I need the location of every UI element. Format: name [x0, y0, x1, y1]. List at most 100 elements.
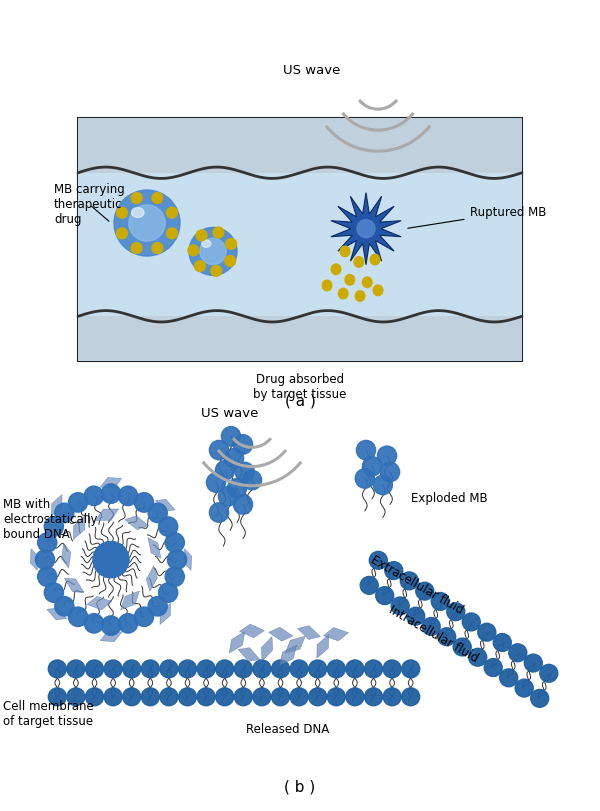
Ellipse shape [373, 475, 392, 495]
Ellipse shape [233, 435, 253, 454]
Polygon shape [280, 645, 296, 666]
Ellipse shape [55, 597, 74, 616]
Ellipse shape [104, 688, 122, 706]
Ellipse shape [373, 285, 383, 295]
Ellipse shape [49, 660, 67, 678]
Ellipse shape [160, 688, 178, 706]
Ellipse shape [233, 495, 253, 514]
Text: Cell membrane
of target tissue: Cell membrane of target tissue [3, 700, 94, 727]
Ellipse shape [97, 543, 116, 562]
Ellipse shape [540, 664, 558, 682]
Ellipse shape [106, 557, 125, 577]
Ellipse shape [309, 660, 326, 678]
Ellipse shape [106, 543, 125, 562]
Ellipse shape [271, 660, 290, 678]
Text: Drug absorbed
by target tissue: Drug absorbed by target tissue [253, 373, 347, 401]
Ellipse shape [95, 556, 115, 575]
Ellipse shape [362, 277, 372, 287]
Polygon shape [95, 509, 119, 521]
Text: Released DNA: Released DNA [247, 723, 329, 736]
Ellipse shape [116, 228, 127, 238]
Ellipse shape [224, 448, 244, 468]
Ellipse shape [148, 503, 167, 522]
Ellipse shape [129, 205, 165, 241]
Ellipse shape [123, 688, 141, 706]
Ellipse shape [188, 245, 199, 255]
Ellipse shape [216, 660, 234, 678]
Text: US wave: US wave [201, 407, 259, 420]
Ellipse shape [253, 688, 271, 706]
Ellipse shape [524, 654, 542, 672]
Ellipse shape [500, 669, 518, 687]
Ellipse shape [509, 644, 527, 662]
Polygon shape [155, 500, 175, 512]
Ellipse shape [206, 473, 226, 492]
Ellipse shape [242, 470, 262, 490]
Ellipse shape [462, 613, 480, 631]
Ellipse shape [416, 582, 434, 600]
Ellipse shape [179, 660, 197, 678]
Ellipse shape [110, 550, 129, 569]
Ellipse shape [422, 617, 440, 635]
Ellipse shape [101, 558, 121, 577]
Ellipse shape [93, 552, 112, 572]
Ellipse shape [118, 486, 137, 505]
Ellipse shape [38, 567, 57, 586]
Ellipse shape [322, 280, 332, 290]
Ellipse shape [271, 688, 290, 706]
Ellipse shape [165, 533, 184, 552]
Ellipse shape [385, 562, 403, 580]
Text: MB with
electrostatically
bound DNA: MB with electrostatically bound DNA [3, 497, 97, 541]
Ellipse shape [531, 689, 549, 707]
Ellipse shape [370, 255, 380, 264]
FancyBboxPatch shape [78, 118, 522, 173]
Ellipse shape [148, 597, 167, 616]
Ellipse shape [118, 614, 137, 633]
Text: US wave: US wave [283, 64, 341, 77]
Ellipse shape [165, 567, 184, 586]
Text: MB carrying
therapeutic
drug: MB carrying therapeutic drug [54, 182, 125, 226]
Polygon shape [148, 538, 161, 558]
Ellipse shape [290, 688, 308, 706]
Text: ( a ): ( a ) [284, 394, 316, 409]
Ellipse shape [438, 628, 456, 646]
Ellipse shape [227, 478, 247, 498]
Text: Exploded MB: Exploded MB [411, 492, 488, 505]
Ellipse shape [328, 660, 346, 678]
Polygon shape [269, 627, 293, 642]
Ellipse shape [107, 544, 127, 564]
Polygon shape [121, 591, 139, 610]
Ellipse shape [55, 503, 74, 522]
Ellipse shape [209, 503, 229, 522]
Polygon shape [52, 495, 62, 516]
Ellipse shape [101, 542, 121, 561]
Ellipse shape [202, 240, 211, 247]
Ellipse shape [380, 462, 400, 482]
Ellipse shape [400, 572, 418, 590]
Ellipse shape [364, 688, 383, 706]
Ellipse shape [94, 546, 113, 565]
Polygon shape [100, 478, 122, 488]
Polygon shape [87, 596, 112, 610]
Ellipse shape [110, 547, 129, 567]
Ellipse shape [225, 255, 236, 266]
Text: ( b ): ( b ) [284, 779, 316, 794]
FancyBboxPatch shape [78, 316, 522, 361]
Text: Extracellular fluid: Extracellular fluid [368, 554, 465, 617]
Ellipse shape [346, 660, 364, 678]
Polygon shape [64, 578, 84, 593]
Polygon shape [331, 193, 401, 264]
Ellipse shape [116, 208, 127, 218]
Polygon shape [229, 632, 245, 653]
Ellipse shape [200, 238, 226, 264]
Ellipse shape [160, 660, 178, 678]
Ellipse shape [431, 593, 449, 611]
Ellipse shape [346, 688, 364, 706]
Ellipse shape [110, 552, 129, 572]
Ellipse shape [93, 550, 112, 569]
Ellipse shape [109, 546, 128, 565]
Polygon shape [47, 607, 67, 620]
Ellipse shape [369, 551, 387, 569]
Ellipse shape [453, 638, 471, 656]
Ellipse shape [94, 554, 113, 573]
